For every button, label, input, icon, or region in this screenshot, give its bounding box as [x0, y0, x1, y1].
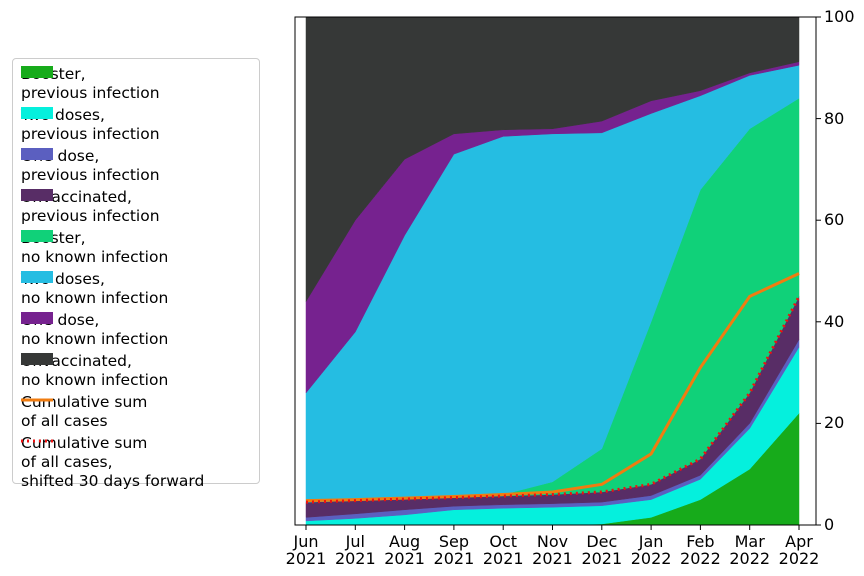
plot-frame: [294, 16, 817, 526]
swatch: [21, 230, 53, 242]
x-tick-label: Mar 2022: [729, 532, 771, 568]
legend-entry: Unvaccinated, no known infection: [21, 352, 168, 390]
legend-swatch: [21, 230, 53, 242]
legend-entry: Booster, previous infection: [21, 65, 160, 103]
legend-swatch: [21, 439, 53, 443]
legend-swatch: [21, 148, 53, 160]
x-tick-label: Apr 2022: [778, 532, 820, 568]
line: [305, 295, 801, 504]
y-tick-label: 60: [824, 210, 845, 230]
legend-swatch: [21, 189, 53, 201]
legend-label: Two doses, previous infection: [21, 106, 160, 143]
swatch: [21, 353, 53, 365]
legend-swatch: [21, 107, 53, 119]
legend-entry: Cumulative sum of all cases: [21, 393, 147, 431]
legend-entry: Unvaccinated, previous infection: [21, 188, 160, 226]
legend-entry: Cumulative sum of all cases, shifted 30 …: [21, 434, 204, 491]
legend-label: Cumulative sum of all cases: [21, 393, 148, 430]
legend-entry: Two doses, previous infection: [21, 106, 160, 144]
y-tick-label: 80: [824, 108, 845, 128]
legend-label: One dose, previous infection: [21, 147, 160, 184]
swatch: [21, 107, 53, 119]
legend-swatch: [21, 398, 53, 402]
line: [305, 272, 800, 503]
x-tick-label: Feb 2022: [680, 532, 721, 568]
x-tick-label: Jun 2021: [285, 532, 327, 568]
swatch: [21, 189, 53, 201]
x-tick-label: Jul 2021: [334, 532, 376, 568]
y-tick-label: 0: [824, 515, 835, 534]
swatch: [21, 148, 53, 160]
x-tick-label: Dec 2021: [581, 532, 623, 568]
x-tick-label: Nov 2021: [532, 532, 573, 568]
legend-entry: One dose, previous infection: [21, 147, 160, 185]
legend-swatch: [21, 66, 53, 78]
legend-swatch: [21, 271, 53, 283]
legend-swatch: [21, 312, 53, 324]
legend-entry: Two doses, no known infection: [21, 270, 168, 308]
x-tick-label: Jan 2022: [630, 532, 672, 568]
legend-entry: One dose, no known infection: [21, 311, 168, 349]
legend-entry: Booster, no known infection: [21, 229, 168, 267]
y-tick-label: 40: [824, 311, 845, 331]
y-tick-label: 100: [824, 7, 855, 26]
x-tick-label: Sep 2021: [433, 532, 475, 568]
swatch: [21, 312, 53, 324]
legend-label: Cumulative sum of all cases, shifted 30 …: [21, 434, 205, 490]
x-tick-label: Aug 2021: [384, 532, 425, 568]
legend: Booster, previous infectionTwo doses, pr…: [12, 58, 260, 490]
legend-swatch: [21, 353, 53, 365]
y-tick-label: 20: [824, 413, 845, 433]
swatch: [21, 66, 53, 78]
x-tick-label: Oct 2021: [482, 532, 524, 568]
swatch: [21, 271, 53, 283]
legend-label: Unvaccinated, no known infection: [21, 352, 169, 389]
